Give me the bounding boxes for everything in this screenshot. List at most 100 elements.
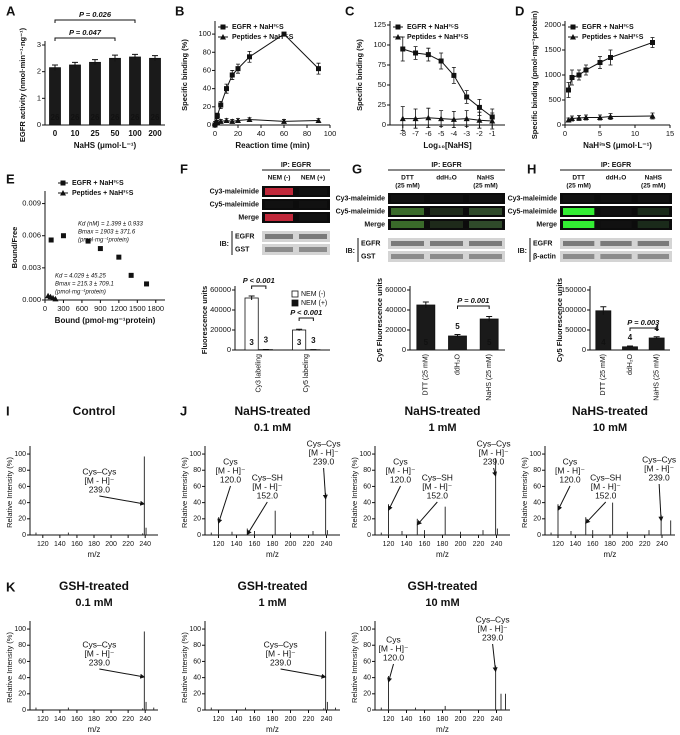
- x-tick-label: 240: [656, 541, 668, 548]
- y-tick-label: 25: [378, 100, 386, 109]
- peak-label: Cys–Cys: [264, 639, 298, 649]
- peak-label: Cys: [386, 634, 401, 644]
- y-tick-label: 2000: [544, 20, 561, 29]
- ib-label: IB:: [346, 248, 355, 255]
- x-tick-label: -4: [451, 129, 458, 138]
- sample-size: 4: [601, 338, 606, 347]
- blot-row-label: Cy5-maleimide: [508, 208, 558, 215]
- y-tick-label: 0: [197, 532, 201, 539]
- data-point: [425, 114, 432, 121]
- spectrum-subtitle: 0.1 mM: [254, 422, 291, 434]
- legend-marker: [60, 180, 66, 186]
- x-tick-label: NaHS (25 mM): [654, 354, 661, 401]
- peak-label: [M - H]⁻: [309, 447, 339, 457]
- peak-label: [M - H]⁻: [555, 465, 585, 475]
- data-point: [247, 54, 252, 60]
- y-tick-label: 60000: [385, 285, 406, 294]
- x-tick-label: 200: [455, 541, 467, 548]
- blot-band: [391, 241, 424, 246]
- blot-band: [299, 234, 327, 239]
- data-point: [597, 60, 603, 65]
- y-tick-label: 0: [367, 707, 371, 714]
- y-tick-label: 0: [582, 345, 586, 354]
- blot-row-label: Cy3-maleimide: [336, 195, 386, 202]
- y-tick-label: 1: [37, 93, 41, 102]
- y-tick-label: 100: [14, 626, 26, 633]
- fit-annotation: Kd = 4.029 ± 45.25: [55, 274, 106, 280]
- peak-label: Cys–SH: [590, 472, 621, 482]
- y-tick-label: 60: [18, 658, 26, 665]
- data-point: [116, 254, 122, 260]
- sample-size: 26: [131, 113, 140, 122]
- y-tick-label: 100: [529, 451, 541, 458]
- y-axis-label: Cy5 Fluorescence units: [555, 278, 564, 362]
- error-bar: [296, 328, 303, 331]
- x-tick-label: -3: [463, 129, 470, 138]
- panel-label: G: [352, 161, 362, 176]
- panel-label: E: [6, 171, 15, 186]
- x-axis-label: m/z: [266, 725, 279, 734]
- x-tick-label: 5: [598, 129, 602, 138]
- x-tick-label: -6: [425, 129, 432, 138]
- significance-bracket: [54, 37, 116, 41]
- x-tick-label: 240: [491, 716, 503, 723]
- x-tick-label: 120: [37, 541, 49, 548]
- peak-arrow: [246, 501, 268, 536]
- blot-strip: [262, 231, 330, 242]
- data-point: [85, 238, 91, 244]
- sample-size: 4: [628, 333, 633, 342]
- blot-row-label: GST: [361, 253, 376, 260]
- significance-label: P = 0.026: [79, 10, 112, 19]
- blot-band: [430, 195, 463, 202]
- spectrum-title: NaHS-treated: [572, 404, 648, 418]
- sample-size: 3: [249, 338, 254, 347]
- legend-marker: [395, 24, 401, 30]
- blot-band: [563, 254, 595, 259]
- x-tick-label: 0: [213, 129, 217, 138]
- blot-column-label: NaHS: [645, 175, 663, 182]
- peak-label: Cys–Cys: [477, 438, 511, 448]
- peak-label: Cys–Cys: [307, 438, 341, 448]
- data-point: [144, 281, 150, 287]
- peak-label: [M - H]⁻: [252, 481, 282, 491]
- significance-bracket: [54, 19, 136, 23]
- y-tick-label: 40000: [385, 305, 406, 314]
- legend-marker: [60, 190, 66, 196]
- data-point: [569, 75, 575, 80]
- y-tick-label: 100000: [561, 305, 586, 314]
- x-tick-label: DTT (25 mM): [600, 354, 607, 395]
- blot-band: [637, 254, 669, 259]
- data-point: [246, 116, 253, 123]
- legend-label: NEM (+): [301, 300, 327, 307]
- x-axis-label: m/z: [88, 725, 101, 734]
- blot-row-label: Merge: [238, 214, 259, 221]
- y-tick-label: 100: [14, 451, 26, 458]
- x-tick-label: 200: [621, 541, 633, 548]
- data-point: [576, 72, 582, 78]
- x-tick-label: 160: [71, 541, 83, 548]
- y-tick-label: 0: [22, 532, 26, 539]
- blot-band: [469, 195, 502, 202]
- blot-band: [299, 214, 327, 221]
- y-tick-label: 60: [18, 483, 26, 490]
- blot-strip: [262, 199, 330, 210]
- data-point: [400, 46, 406, 52]
- x-tick-label: 140: [54, 541, 66, 548]
- legend-marker: [220, 34, 226, 40]
- y-tick-label: 0: [227, 345, 231, 354]
- blot-band: [391, 208, 424, 215]
- y-tick-label: 0.009: [22, 199, 41, 208]
- significance-bracket: [298, 317, 314, 321]
- peak-arrow: [99, 668, 146, 679]
- blot-row-label: Cy3-maleimide: [210, 188, 260, 195]
- data-point: [229, 72, 235, 78]
- x-tick-label: 300: [57, 304, 70, 313]
- x-tick-label: 60: [280, 129, 288, 138]
- y-tick-label: 0: [402, 345, 406, 354]
- x-tick-label: 240: [321, 541, 333, 548]
- data-point: [412, 115, 419, 122]
- peak-arrow: [585, 501, 607, 524]
- blot-band: [391, 195, 424, 202]
- fit-annotation: Bmax = 215.3 ± 709.1: [55, 282, 114, 288]
- y-tick-label: 50000: [565, 325, 586, 334]
